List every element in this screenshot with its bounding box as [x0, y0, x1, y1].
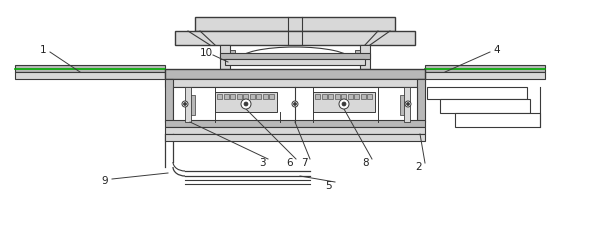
- Bar: [250, 94, 254, 99]
- Text: 1: 1: [40, 45, 46, 55]
- Text: 5: 5: [326, 181, 332, 191]
- Bar: [225, 59, 365, 65]
- Bar: [315, 94, 320, 99]
- Circle shape: [339, 99, 349, 109]
- Bar: [173, 87, 417, 122]
- Circle shape: [183, 103, 186, 106]
- Bar: [400, 95, 404, 115]
- Bar: [348, 94, 352, 99]
- Bar: [243, 94, 248, 99]
- Circle shape: [241, 99, 251, 109]
- Polygon shape: [375, 31, 395, 45]
- Bar: [417, 79, 425, 122]
- Text: 6: 6: [287, 158, 293, 168]
- Bar: [367, 94, 372, 99]
- Bar: [165, 79, 173, 122]
- Bar: [328, 94, 333, 99]
- Bar: [355, 50, 360, 64]
- Bar: [191, 95, 195, 115]
- Bar: [165, 69, 425, 79]
- Text: 8: 8: [363, 158, 369, 168]
- Circle shape: [182, 101, 188, 107]
- Text: 4: 4: [494, 45, 500, 55]
- Bar: [15, 65, 165, 72]
- Bar: [220, 53, 370, 59]
- Bar: [217, 94, 222, 99]
- Polygon shape: [175, 31, 195, 45]
- Bar: [185, 87, 191, 122]
- Circle shape: [292, 101, 298, 107]
- Bar: [175, 31, 415, 45]
- Text: 3: 3: [258, 158, 266, 168]
- Bar: [263, 94, 267, 99]
- Bar: [269, 94, 274, 99]
- Bar: [322, 94, 326, 99]
- Bar: [440, 99, 530, 113]
- Bar: [425, 72, 545, 79]
- Bar: [165, 134, 425, 141]
- Circle shape: [405, 101, 411, 107]
- Bar: [165, 79, 425, 87]
- Bar: [360, 45, 370, 69]
- Circle shape: [407, 103, 409, 106]
- Bar: [425, 65, 545, 72]
- Text: 9: 9: [101, 176, 109, 186]
- Bar: [341, 94, 346, 99]
- Bar: [165, 127, 425, 134]
- Circle shape: [244, 102, 248, 106]
- Bar: [230, 94, 235, 99]
- Bar: [455, 113, 540, 127]
- Bar: [195, 17, 395, 31]
- Bar: [237, 94, 241, 99]
- Text: 2: 2: [416, 162, 422, 172]
- Bar: [335, 94, 339, 99]
- Text: 10: 10: [199, 48, 212, 58]
- Bar: [165, 120, 425, 127]
- Bar: [313, 92, 375, 112]
- Text: 7: 7: [301, 158, 307, 168]
- Bar: [360, 94, 365, 99]
- Bar: [230, 50, 235, 64]
- Bar: [354, 94, 359, 99]
- Bar: [256, 94, 261, 99]
- Bar: [15, 72, 165, 79]
- Bar: [220, 45, 230, 69]
- Circle shape: [293, 103, 297, 106]
- Bar: [224, 94, 228, 99]
- Circle shape: [342, 102, 346, 106]
- Bar: [427, 87, 527, 99]
- Bar: [404, 87, 410, 122]
- Bar: [215, 92, 277, 112]
